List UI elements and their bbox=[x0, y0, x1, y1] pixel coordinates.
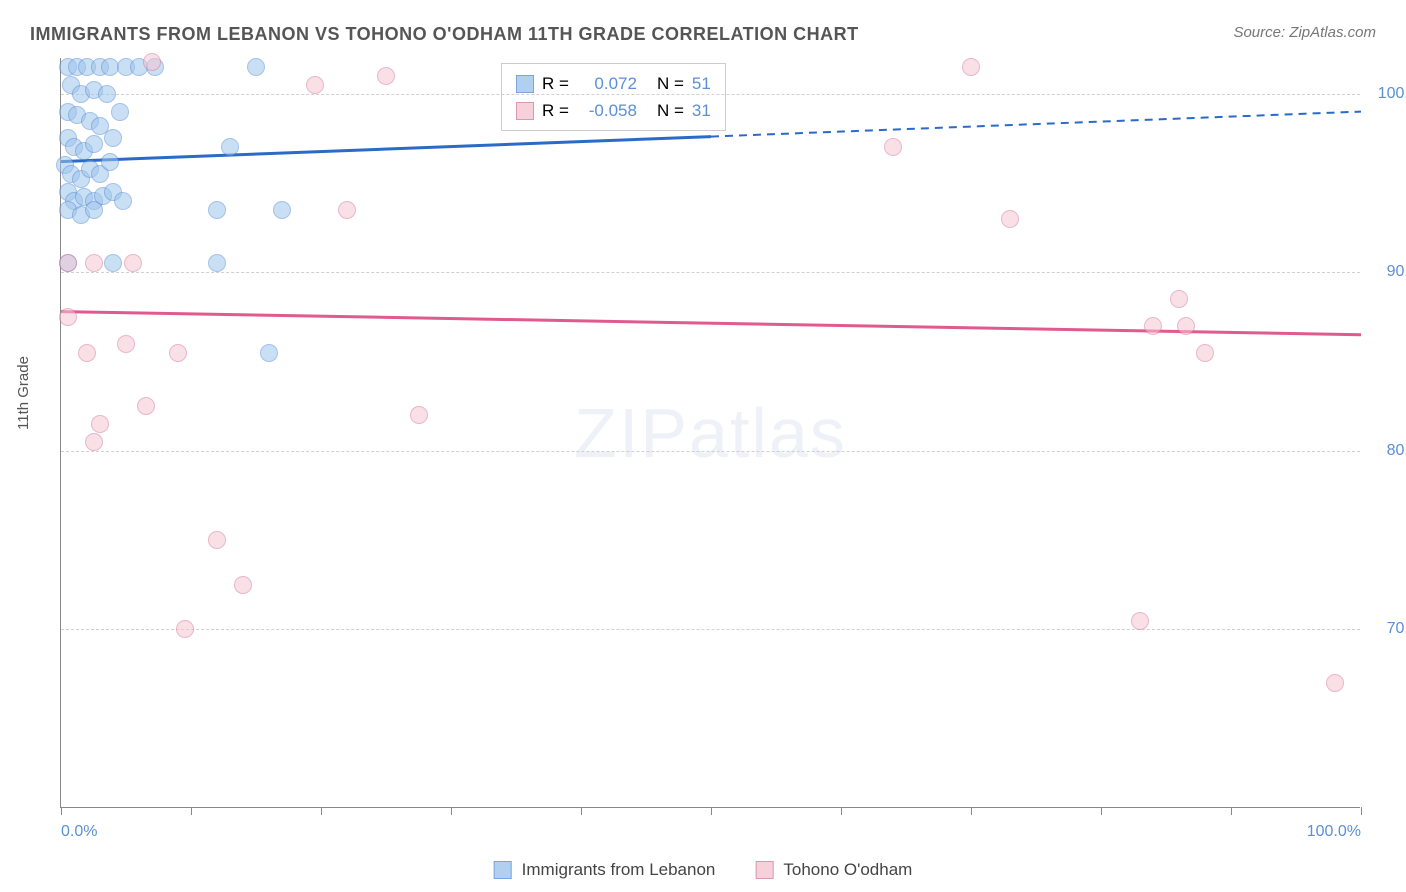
data-point-tohono bbox=[137, 397, 155, 415]
x-tick bbox=[451, 807, 452, 815]
x-tick bbox=[971, 807, 972, 815]
x-tick bbox=[581, 807, 582, 815]
x-tick bbox=[321, 807, 322, 815]
data-point-lebanon bbox=[101, 153, 119, 171]
data-point-lebanon bbox=[111, 103, 129, 121]
data-point-tohono bbox=[1177, 317, 1195, 335]
data-point-tohono bbox=[1196, 344, 1214, 362]
data-point-tohono bbox=[1326, 674, 1344, 692]
y-tick-label: 70.0% bbox=[1387, 620, 1406, 638]
data-point-tohono bbox=[1144, 317, 1162, 335]
chart-container: IMMIGRANTS FROM LEBANON VS TOHONO O'ODHA… bbox=[0, 0, 1406, 892]
swatch-lebanon-icon bbox=[494, 861, 512, 879]
series-legend: Immigrants from Lebanon Tohono O'odham bbox=[494, 860, 913, 880]
data-point-tohono bbox=[124, 254, 142, 272]
data-point-tohono bbox=[1001, 210, 1019, 228]
x-tick bbox=[1231, 807, 1232, 815]
legend-item-tohono: Tohono O'odham bbox=[755, 860, 912, 880]
data-point-tohono bbox=[143, 53, 161, 71]
swatch-tohono-icon bbox=[755, 861, 773, 879]
chart-title: IMMIGRANTS FROM LEBANON VS TOHONO O'ODHA… bbox=[30, 24, 859, 45]
data-point-lebanon bbox=[114, 192, 132, 210]
data-point-tohono bbox=[208, 531, 226, 549]
plot-area: ZIPatlas R = 0.072 N = 51 R = -0.058 N =… bbox=[60, 58, 1360, 808]
data-point-lebanon bbox=[273, 201, 291, 219]
x-tick bbox=[711, 807, 712, 815]
data-point-lebanon bbox=[85, 201, 103, 219]
trend-line-dash-lebanon bbox=[711, 112, 1361, 137]
data-point-tohono bbox=[78, 344, 96, 362]
data-point-tohono bbox=[85, 254, 103, 272]
data-point-tohono bbox=[1170, 290, 1188, 308]
x-tick bbox=[841, 807, 842, 815]
data-point-lebanon bbox=[208, 254, 226, 272]
data-point-lebanon bbox=[260, 344, 278, 362]
data-point-tohono bbox=[410, 406, 428, 424]
data-point-lebanon bbox=[104, 254, 122, 272]
trend-line-tohono bbox=[61, 312, 1361, 335]
data-point-tohono bbox=[884, 138, 902, 156]
data-point-tohono bbox=[91, 415, 109, 433]
data-point-tohono bbox=[1131, 612, 1149, 630]
data-point-tohono bbox=[59, 254, 77, 272]
legend-item-lebanon: Immigrants from Lebanon bbox=[494, 860, 716, 880]
data-point-tohono bbox=[962, 58, 980, 76]
x-tick-label: 100.0% bbox=[1307, 823, 1361, 841]
data-point-tohono bbox=[85, 433, 103, 451]
data-point-lebanon bbox=[104, 129, 122, 147]
x-tick bbox=[61, 807, 62, 815]
data-point-tohono bbox=[377, 67, 395, 85]
data-point-tohono bbox=[59, 308, 77, 326]
data-point-lebanon bbox=[208, 201, 226, 219]
data-point-tohono bbox=[117, 335, 135, 353]
y-tick-label: 80.0% bbox=[1387, 442, 1406, 460]
x-tick bbox=[191, 807, 192, 815]
x-tick-label: 0.0% bbox=[61, 823, 97, 841]
data-point-lebanon bbox=[85, 135, 103, 153]
source-label: Source: ZipAtlas.com bbox=[1233, 24, 1376, 41]
data-point-tohono bbox=[306, 76, 324, 94]
y-tick-label: 100.0% bbox=[1378, 85, 1406, 103]
data-point-tohono bbox=[176, 620, 194, 638]
trend-line-lebanon bbox=[61, 137, 711, 162]
data-point-lebanon bbox=[98, 85, 116, 103]
data-point-lebanon bbox=[221, 138, 239, 156]
data-point-tohono bbox=[338, 201, 356, 219]
data-point-tohono bbox=[169, 344, 187, 362]
data-point-lebanon bbox=[247, 58, 265, 76]
data-point-tohono bbox=[234, 576, 252, 594]
trend-svg bbox=[61, 58, 1361, 808]
x-tick bbox=[1361, 807, 1362, 815]
x-tick bbox=[1101, 807, 1102, 815]
y-axis-label: 11th Grade bbox=[15, 356, 32, 430]
y-tick-label: 90.0% bbox=[1387, 263, 1406, 281]
